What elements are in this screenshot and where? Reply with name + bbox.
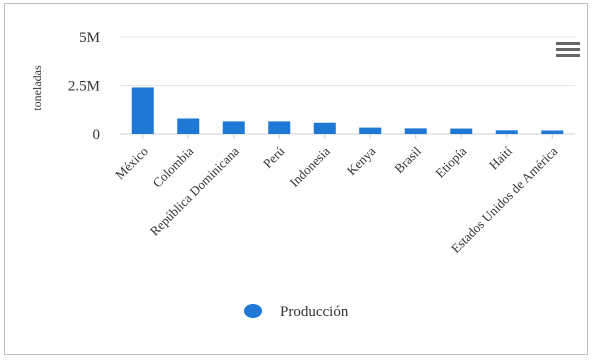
bar[interactable] xyxy=(313,122,336,134)
bar[interactable] xyxy=(450,128,473,134)
bar[interactable] xyxy=(222,121,245,134)
legend-marker xyxy=(244,304,262,318)
x-tick-label: Colombia xyxy=(150,143,197,190)
x-tick-label: México xyxy=(112,144,151,183)
legend-label: Producción xyxy=(280,304,349,320)
bar[interactable] xyxy=(495,130,518,134)
y-axis-ticks: 0 2.5M 5M xyxy=(68,30,100,143)
y-tick-label: 2.5M xyxy=(68,79,100,95)
x-tick-label: Kenya xyxy=(344,143,379,178)
x-tick-label: Perú xyxy=(260,143,288,171)
y-tick-label: 0 xyxy=(93,127,101,143)
bar[interactable] xyxy=(177,118,200,134)
hamburger-menu-icon[interactable] xyxy=(556,42,580,57)
x-tick-label: Haití xyxy=(486,143,515,172)
bar[interactable] xyxy=(131,87,154,134)
bar[interactable] xyxy=(541,130,564,134)
bar[interactable] xyxy=(404,128,427,134)
bar[interactable] xyxy=(359,127,382,134)
x-tick-label: República Dominicana xyxy=(147,143,242,238)
bars xyxy=(131,87,564,134)
y-tick-label: 5M xyxy=(79,30,100,46)
y-axis-label: toneladas xyxy=(30,65,44,111)
bar[interactable] xyxy=(268,121,291,134)
x-tick-label: Brasil xyxy=(391,143,424,176)
chart-frame xyxy=(4,3,588,355)
x-tick-label: Etiopía xyxy=(432,143,469,180)
legend[interactable]: Producción xyxy=(244,304,349,320)
x-tick-label: Indonesia xyxy=(287,143,334,190)
